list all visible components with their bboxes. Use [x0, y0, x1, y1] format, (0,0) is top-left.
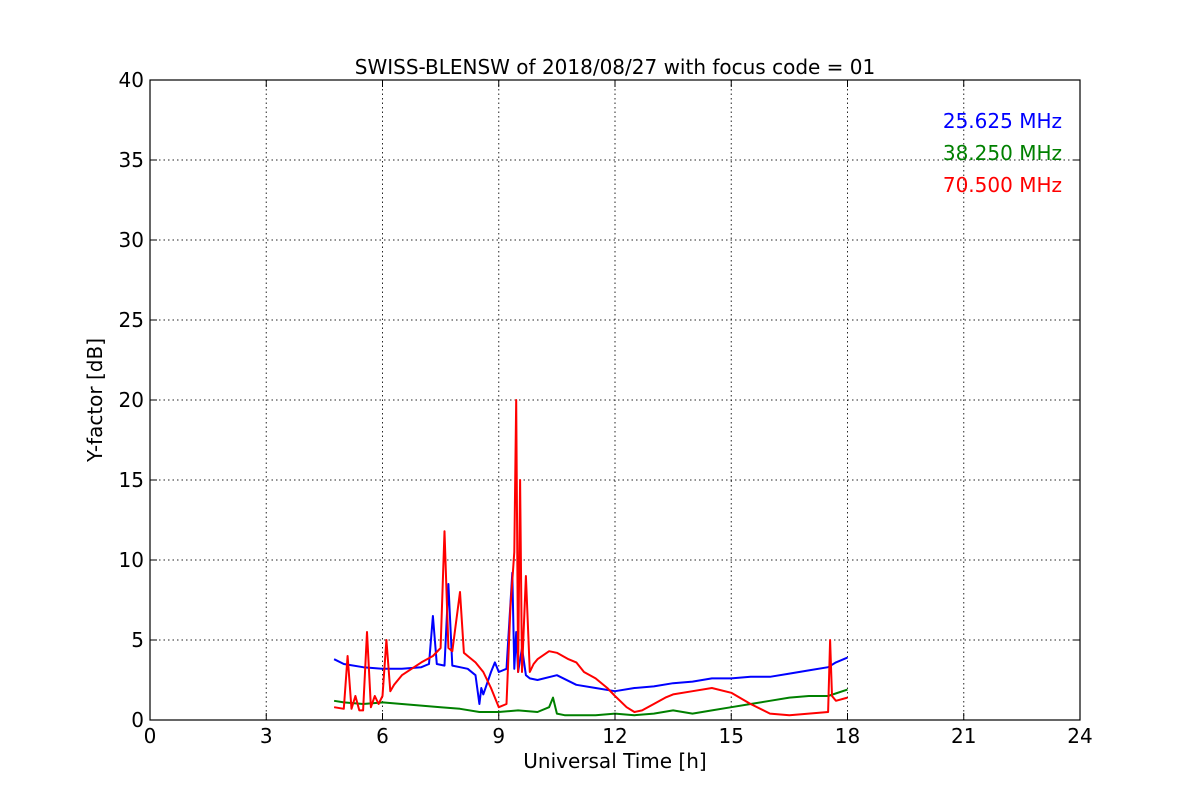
y-tick-label: 25 — [119, 308, 144, 332]
x-tick-label: 3 — [260, 724, 273, 748]
x-tick-label: 9 — [492, 724, 505, 748]
y-tick-label: 35 — [119, 148, 144, 172]
x-tick-label: 15 — [719, 724, 744, 748]
y-tick-label: 5 — [131, 628, 144, 652]
y-axis-label: Y-factor [dB] — [83, 338, 107, 463]
y-tick-label: 40 — [119, 68, 144, 92]
grid-layer — [150, 80, 1080, 720]
x-tick-label: 0 — [144, 724, 157, 748]
x-tick-label: 6 — [376, 724, 389, 748]
series-layer — [333, 399, 848, 717]
series-line-2 — [333, 688, 848, 717]
legend-entry-1: 25.625 MHz — [943, 109, 1062, 133]
legend-entry-2: 38.250 MHz — [943, 141, 1062, 165]
y-tick-label: 30 — [119, 228, 144, 252]
x-axis-label: Universal Time [h] — [523, 749, 706, 773]
chart-title: SWISS-BLENSW of 2018/08/27 with focus co… — [355, 55, 876, 79]
y-tick-label: 20 — [119, 388, 144, 412]
ticks-layer: 0 3 6 9 12 15 18 21 24 0 5 10 15 20 25 30 35 40 — [119, 68, 1093, 748]
x-tick-label: 21 — [951, 724, 976, 748]
y-tick-label: 10 — [119, 548, 144, 572]
legend-entry-3: 70.500 MHz — [943, 173, 1062, 197]
y-tick-label: 0 — [131, 708, 144, 732]
legend: 25.625 MHz 38.250 MHz 70.500 MHz — [943, 109, 1062, 197]
x-tick-label: 18 — [835, 724, 860, 748]
x-tick-label: 12 — [602, 724, 627, 748]
x-tick-label: 24 — [1067, 724, 1092, 748]
series-line-1 — [333, 571, 848, 705]
series-line-3 — [333, 399, 848, 717]
y-tick-label: 15 — [119, 468, 144, 492]
